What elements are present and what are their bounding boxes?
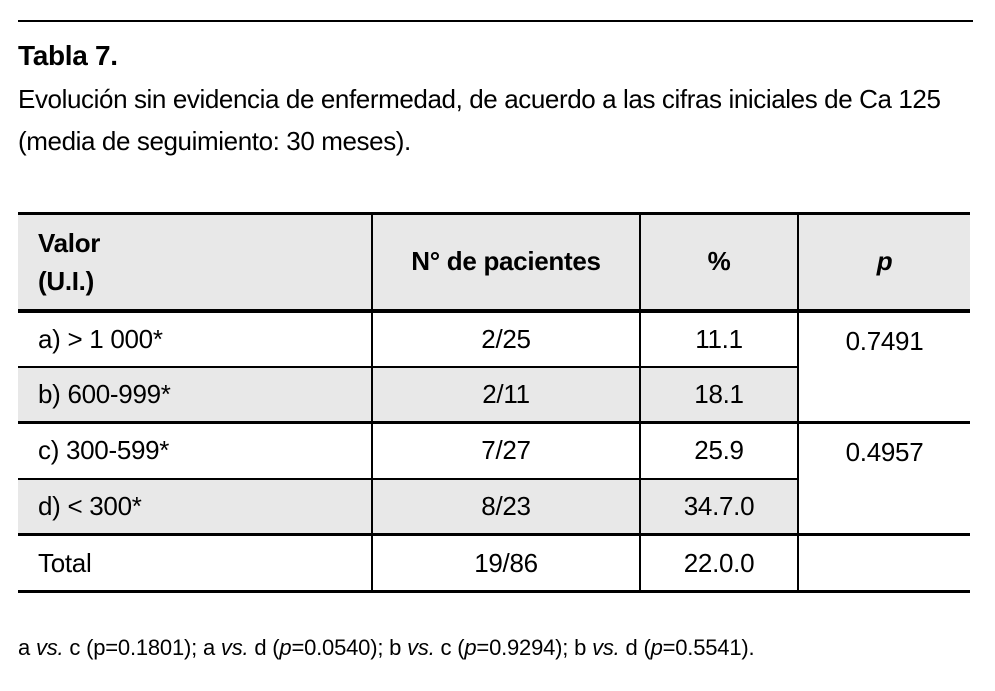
footnote-seg: d (	[248, 635, 280, 660]
header-cell-percent: %	[639, 213, 798, 313]
cell-valor-b: b) 600-999*	[18, 366, 372, 424]
table-row-d: d) < 300* 8/23 34.7.0	[18, 478, 970, 536]
header-valor-line-1: Valor	[38, 227, 101, 258]
table-row-c: c) 300-599* 7/27 25.9 0.4957	[18, 422, 970, 536]
footnote-seg: d (	[619, 635, 651, 660]
table-subtitle: Evolución sin evidencia de enfermedad, d…	[18, 78, 995, 162]
cell-pacientes-a: 2/25	[371, 310, 640, 368]
footnote-seg: =0.9294); b	[476, 635, 593, 660]
header-cell-pacientes: N° de pacientes	[371, 213, 640, 313]
cell-pct-c: 25.9	[639, 422, 798, 480]
cell-pct-total: 22.0.0	[639, 534, 798, 593]
cell-pct-b: 18.1	[639, 366, 798, 424]
footnote-seg: c (p=0.1801); a	[63, 635, 221, 660]
footnote-p: p	[650, 635, 663, 660]
subtitle-line-1: Evolución sin evidencia de enfermedad, d…	[18, 84, 941, 114]
footnote-vs: vs.	[592, 635, 620, 660]
table-row-a: a) > 1 000* 2/25 11.1 0.7491	[18, 310, 970, 424]
table-title: Tabla 7.	[18, 40, 118, 71]
cell-pacientes-total: 19/86	[371, 534, 640, 593]
cell-pct-a: 11.1	[639, 310, 798, 368]
cell-valor-total: Total	[18, 534, 372, 593]
cell-pacientes-d: 8/23	[371, 478, 640, 536]
footnote-p: p	[464, 635, 477, 660]
cell-p-ab: 0.7491	[797, 310, 970, 424]
subtitle-line-2: (media de seguimiento: 30 meses).	[18, 126, 411, 156]
header-cell-p: p	[797, 213, 970, 313]
data-table: Valor (U.I.) N° de pacientes % p a) > 1 …	[18, 212, 970, 593]
cell-p-cd: 0.4957	[797, 422, 970, 536]
cell-pct-d: 34.7.0	[639, 478, 798, 536]
table-row-b: b) 600-999* 2/11 18.1	[18, 366, 970, 424]
cell-valor-c: c) 300-599*	[18, 422, 372, 480]
table-row-total: Total 19/86 22.0.0	[18, 534, 970, 593]
footnote-vs: vs.	[35, 635, 64, 660]
top-rule	[18, 20, 973, 22]
page: Tabla 7. Evolución sin evidencia de enfe…	[0, 20, 995, 661]
cell-pacientes-b: 2/11	[371, 366, 640, 424]
footnote-p: p	[279, 635, 292, 660]
footnote-vs: vs.	[220, 635, 249, 660]
footnote-seg: a	[18, 635, 36, 660]
cell-valor-d: d) < 300*	[18, 478, 372, 536]
header-valor-line-2: (U.I.)	[38, 265, 94, 296]
footnote: a vs. c (p=0.1801); a vs. d (p=0.0540); …	[18, 635, 995, 661]
cell-p-total	[797, 534, 970, 593]
header-row: Valor (U.I.) N° de pacientes % p	[18, 213, 970, 313]
cell-pacientes-c: 7/27	[371, 422, 640, 480]
footnote-seg: c (	[434, 635, 465, 660]
footnote-vs: vs.	[407, 635, 435, 660]
footnote-seg: =0.5541).	[662, 635, 755, 660]
cell-valor-a: a) > 1 000*	[18, 310, 372, 368]
header-cell-valor: Valor (U.I.)	[18, 213, 372, 313]
footnote-seg: =0.0540); b	[291, 635, 408, 660]
